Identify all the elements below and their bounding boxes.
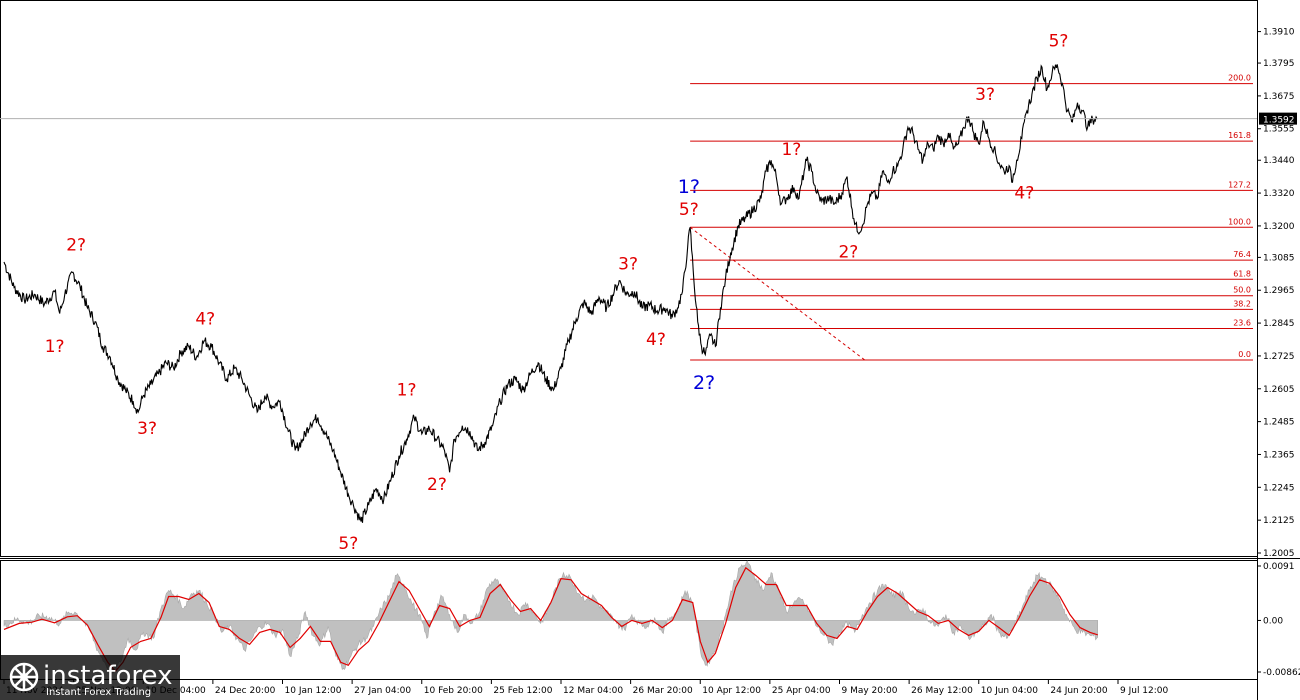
wave-label: 1? (678, 176, 700, 198)
fib-level-label: 38.2 (1233, 299, 1251, 308)
time-axis-label: 10 Jan 12:00 (285, 686, 342, 696)
price-axis-label: 1.2485 (1263, 418, 1295, 428)
price-axis-label: 1.3085 (1263, 253, 1295, 263)
fib-level-label: 23.6 (1233, 319, 1251, 328)
price-axis-label: 1.3440 (1263, 156, 1295, 166)
wave-label: 3? (618, 255, 638, 275)
price-axis-label: 1.3200 (1263, 222, 1295, 232)
current-price-layer: 1.3592 (0, 112, 1297, 126)
time-axis-label: 25 Apr 04:00 (772, 686, 831, 696)
wave-label: 5? (1049, 32, 1069, 52)
trend-line-layer (689, 226, 866, 361)
price-axis-label: 1.3675 (1263, 92, 1295, 102)
fibonacci-levels: 200.0 161.8 127.2 100.0 76.4 61.8 50.0 38.2 23.6… (690, 74, 1253, 361)
wave-label: 4? (646, 330, 666, 350)
fib-trend-line (689, 226, 866, 361)
oscillator-axis-label: 0.0091 (1263, 562, 1295, 572)
instaforex-watermark: instaforex Instant Forex Trading (0, 655, 180, 700)
watermark-tagline: Instant Forex Trading (46, 687, 151, 698)
wave-label: 4? (1014, 184, 1034, 204)
price-axis-label: 1.2125 (1263, 516, 1295, 526)
fib-level-label: 100.0 (1228, 217, 1251, 226)
price-line (3, 64, 1098, 523)
current-price-label: 1.3592 (1263, 116, 1295, 126)
price-axis-label: 1.2005 (1263, 549, 1295, 559)
wave-label: 1? (781, 140, 801, 160)
wave-label: 2? (427, 475, 447, 495)
price-axis-label: 1.2365 (1263, 450, 1295, 460)
current-price-tag (1259, 112, 1297, 125)
time-axis-label: 24 Jun 20:00 (1050, 686, 1107, 696)
wave-label: 5? (338, 534, 358, 554)
fib-level-label: 0.0 (1238, 350, 1251, 359)
time-axis-label: 25 Feb 12:00 (493, 686, 552, 696)
wave-label: 2? (693, 372, 715, 394)
time-axis-label: 10 Apr 12:00 (702, 686, 761, 696)
price-axis-label: 1.2725 (1263, 352, 1295, 362)
price-axis-label: 1.2245 (1263, 483, 1295, 493)
price-axis-label: 1.3555 (1263, 125, 1295, 135)
wave-label: 4? (195, 309, 215, 329)
oscillator-layer (3, 560, 1098, 674)
fib-level-label: 61.8 (1233, 269, 1251, 278)
price-axis-label: 1.2845 (1263, 319, 1295, 329)
oscillator-axis-label: 0.00 (1263, 616, 1283, 626)
price-series-layer (3, 64, 1098, 523)
time-axis-label: 10 Feb 20:00 (424, 686, 483, 696)
time-axis-label: 9 May 20:00 (842, 686, 898, 696)
fib-level-label: 76.4 (1233, 250, 1251, 259)
watermark-brand: instaforex (43, 661, 172, 691)
price-axis-label: 1.3910 (1263, 28, 1295, 38)
time-axis-label: 12 Mar 04:00 (563, 686, 623, 696)
fib-level-label: 50.0 (1233, 286, 1251, 295)
time-axis-label: 10 Jun 04:00 (981, 686, 1038, 696)
price-axis-label: 1.3795 (1263, 59, 1295, 69)
fib-level-label: 127.2 (1228, 180, 1251, 189)
time-axis-label: 24 Dec 20:00 (215, 686, 276, 696)
price-axis-label: 1.2965 (1263, 286, 1295, 296)
wave-label: 3? (137, 419, 157, 439)
oscillator-axis: 0.0091 0.00 -0.00862 (1257, 562, 1300, 678)
time-axis-label: 26 May 12:00 (911, 686, 973, 696)
wave-label: 1? (397, 381, 417, 401)
wave-label: 5? (679, 200, 699, 220)
fib-level-label: 161.8 (1228, 131, 1251, 140)
wave-label: 3? (975, 85, 995, 105)
price-axis-label: 1.3320 (1263, 189, 1295, 199)
wave-label: 2? (66, 236, 86, 256)
oscillator-axis-label: -0.00862 (1263, 668, 1300, 678)
price-axis-label: 1.2605 (1263, 385, 1295, 395)
instaforex-logo-icon (9, 662, 39, 692)
time-axis-label: 26 Mar 20:00 (633, 686, 693, 696)
price-axis: 1.3910 1.3795 1.3675 1.3555 1.3440 1.3320 1.32… (1257, 28, 1295, 559)
wave-label: 1? (45, 337, 65, 357)
time-axis-label: 9 Jul 12:00 (1120, 686, 1169, 696)
time-axis-label: 27 Jan 04:00 (354, 686, 411, 696)
wave-labels-layer: 2?1?3?4?5?1?2?3?4?5?1?2?1?2?3?4?5? (45, 32, 1069, 554)
oscillator-signal-line (3, 566, 1098, 673)
fib-level-label: 200.0 (1228, 74, 1251, 83)
wave-label: 2? (838, 242, 858, 262)
